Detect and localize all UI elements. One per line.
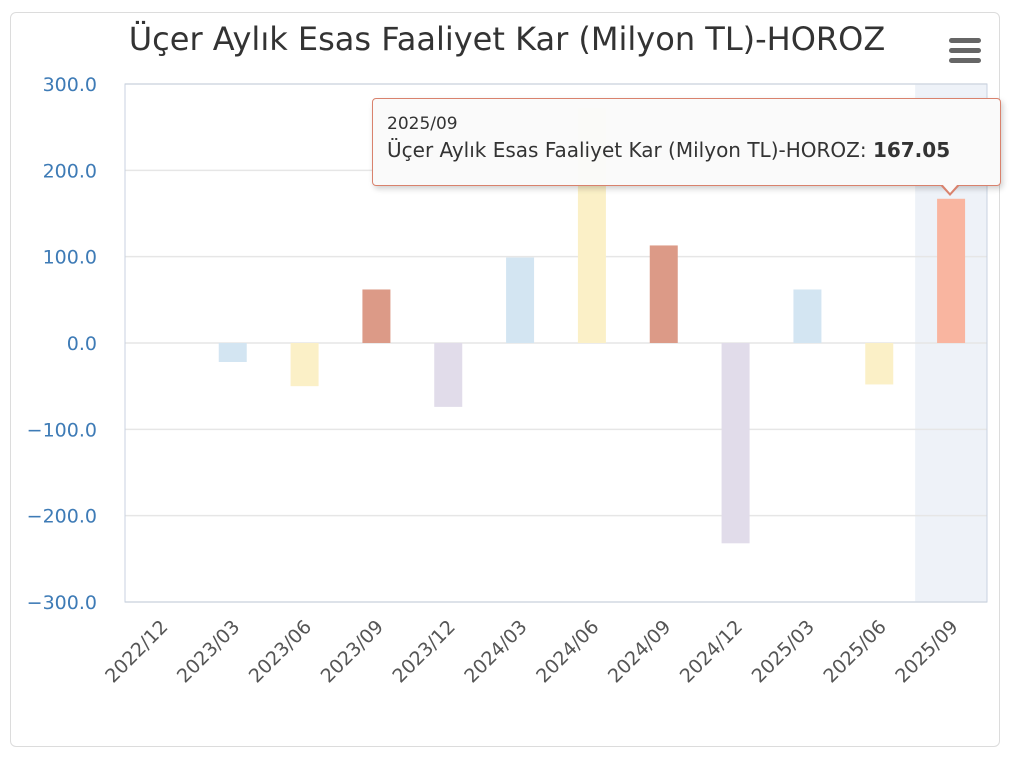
bar [362,289,391,343]
x-tick-label: 2023/06 [245,616,316,687]
bar [218,343,247,362]
y-tick-label: −300.0 [27,592,97,614]
x-tick-label: 2024/12 [676,616,747,687]
bar [506,257,535,343]
x-tick-label: 2024/06 [532,616,603,687]
y-tick-label: 0.0 [67,333,97,355]
y-tick-label: 200.0 [43,160,97,182]
tooltip-date: 2025/09 [387,114,458,134]
hamburger-menu-icon-line [949,58,981,63]
hamburger-menu-icon-line [949,48,981,53]
tooltip-arrow-inner [942,184,958,193]
x-tick-label: 2025/03 [748,616,819,687]
chart-title: Üçer Aylık Esas Faaliyet Kar (Milyon TL)… [128,20,886,58]
y-tick-label: 300.0 [43,74,97,96]
chart-tooltip: 2025/09 Üçer Aylık Esas Faaliyet Kar (Mi… [372,98,1001,186]
bar [865,343,894,385]
bar [434,343,463,407]
x-tick-label: 2023/03 [173,616,244,687]
bar [649,245,678,343]
x-tick-label: 2025/06 [819,616,890,687]
chart-menu-button[interactable] [946,38,984,68]
bar [721,343,750,544]
x-tick-label: 2023/09 [317,616,388,687]
hamburger-menu-icon [949,38,981,43]
x-tick-label: 2023/12 [388,616,459,687]
bar [937,198,966,343]
x-tick-label: 2022/12 [101,616,172,687]
x-tick-label: 2024/09 [604,616,675,687]
tooltip-value: 167.05 [872,138,951,162]
bar [793,289,822,343]
y-tick-label: 100.0 [43,247,97,269]
y-tick-label: −200.0 [27,506,97,528]
tooltip-series-line: Üçer Aylık Esas Faaliyet Kar (Milyon TL)… [387,135,986,165]
bar [290,343,319,387]
plot-area-border [124,83,988,603]
tooltip-series-label: Üçer Aylık Esas Faaliyet Kar (Milyon TL)… [387,138,873,162]
x-tick-label: 2024/03 [460,616,531,687]
y-tick-label: −100.0 [27,419,97,441]
x-tick-label: 2025/09 [891,616,962,687]
